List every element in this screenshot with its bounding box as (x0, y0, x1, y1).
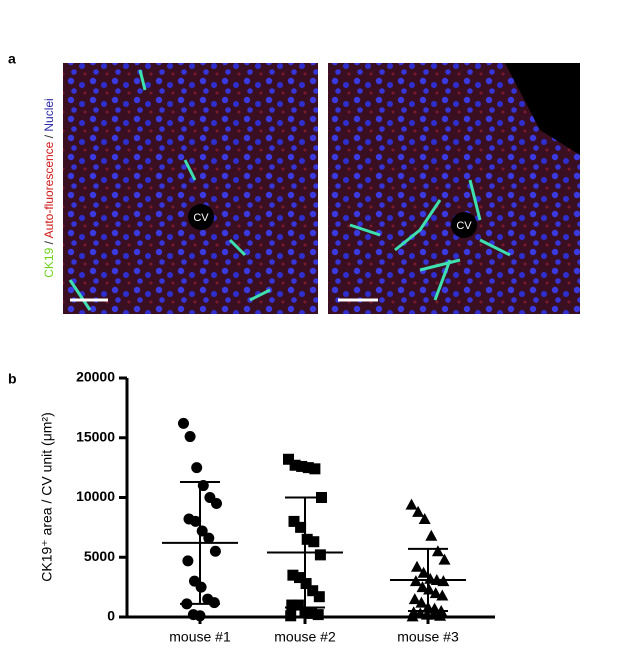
y-axis-label: CK19⁺ area / CV unit (μm²) (39, 412, 55, 582)
y-tick-label: 5000 (84, 548, 115, 564)
data-point (406, 610, 419, 622)
data-point (299, 606, 311, 618)
data-point (283, 453, 294, 465)
data-point (418, 513, 431, 525)
data-point (195, 581, 207, 593)
data-point (434, 609, 447, 621)
cv-label: CV (193, 212, 209, 224)
data-point (302, 462, 314, 474)
micrograph: CV (328, 63, 580, 314)
data-point (438, 553, 451, 565)
data-point (194, 610, 206, 622)
data-point (184, 431, 196, 443)
data-point (286, 599, 298, 611)
data-point (301, 533, 313, 545)
data-point (415, 596, 428, 608)
data-point (425, 529, 438, 541)
channel-label-part: Auto-fluorescence (42, 141, 56, 238)
channel-label-part: / (42, 238, 56, 247)
y-tick-label: 0 (107, 608, 115, 624)
x-tick-label: mouse #1 (169, 629, 231, 645)
data-point (307, 585, 319, 597)
data-point (417, 566, 430, 578)
data-point (203, 532, 215, 544)
y-tick-label: 15000 (76, 428, 115, 444)
data-point (309, 463, 321, 475)
data-point (178, 417, 189, 429)
channel-label: CK19 / Auto-fluorescence / Nuclei (42, 98, 56, 277)
data-point (191, 462, 203, 474)
x-tick-label: mouse #2 (274, 629, 336, 645)
data-point (312, 609, 324, 621)
channel-label-part: CK19 (42, 247, 56, 277)
x-tick-label: mouse #3 (397, 629, 459, 645)
data-point (314, 549, 326, 561)
data-point (308, 536, 320, 548)
data-point (287, 569, 299, 581)
data-point (423, 583, 436, 595)
panel-label: a (8, 51, 16, 67)
data-point (285, 610, 297, 622)
data-point (209, 545, 221, 557)
data-point (208, 597, 220, 609)
data-point (431, 545, 444, 557)
data-point (408, 593, 421, 605)
data-point (292, 599, 304, 611)
data-point (411, 560, 423, 572)
data-point (211, 497, 222, 509)
cv-label: CV (456, 220, 472, 232)
data-point (429, 587, 442, 599)
panel-label: b (8, 371, 17, 387)
data-point (190, 515, 202, 527)
data-point (436, 589, 449, 601)
plot: 0 5000 10000 15000 20000 mouse #1 mouse #2 mous… (76, 369, 495, 645)
data-point (289, 459, 301, 471)
y-tick-label: 10000 (76, 488, 115, 504)
data-point (182, 555, 194, 567)
data-point (288, 515, 300, 527)
data-point (294, 572, 305, 584)
data-point (412, 505, 425, 517)
data-point (296, 460, 308, 472)
channel-label-part: Nuclei (42, 98, 56, 131)
data-point (306, 607, 318, 619)
data-point (405, 498, 418, 510)
y-tick-label: 20000 (76, 369, 115, 385)
data-point (416, 581, 429, 593)
channel-label-part: / (42, 132, 56, 142)
data-point (300, 578, 312, 590)
data-point (313, 591, 325, 603)
micrograph: CV (63, 63, 318, 314)
data-point (295, 521, 307, 533)
